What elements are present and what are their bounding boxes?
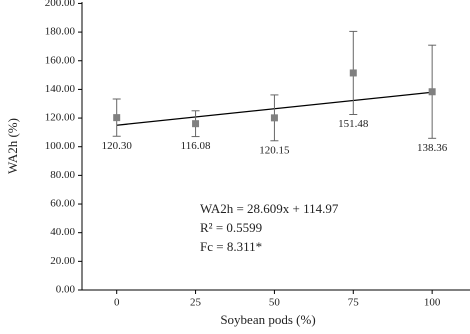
y-tick-label: 180.00 [45, 26, 76, 38]
data-label: 138.36 [417, 142, 448, 154]
x-tick-label: 50 [269, 297, 281, 309]
annotation: WA2h = 28.609x + 114.97 [200, 201, 339, 216]
y-tick-label: 140.00 [45, 83, 76, 95]
x-tick-label: 0 [114, 297, 120, 309]
point [192, 120, 200, 128]
x-axis-label: Soybean pods (%) [220, 312, 315, 327]
data-label: 116.08 [181, 140, 211, 152]
y-tick-label: 0.00 [56, 284, 76, 296]
y-axis-label: WA2h (%) [5, 118, 20, 174]
y-tick-label: 100.00 [45, 140, 76, 152]
y-tick-label: 60.00 [50, 198, 75, 210]
y-tick-label: 20.00 [50, 255, 75, 267]
y-tick-label: 40.00 [50, 226, 75, 238]
x-tick-label: 25 [190, 297, 202, 309]
data-label: 120.15 [259, 144, 290, 156]
point [113, 114, 121, 122]
y-tick-label: 160.00 [45, 54, 76, 66]
point [349, 69, 357, 77]
y-tick-label: 120.00 [45, 112, 76, 124]
x-tick-label: 75 [348, 297, 360, 309]
point [428, 88, 436, 96]
annotation: Fc = 8.311* [200, 239, 262, 254]
data-label: 120.30 [102, 140, 133, 152]
y-tick-label: 200.00 [45, 0, 76, 9]
y-tick-label: 80.00 [50, 169, 75, 181]
point [270, 114, 278, 122]
x-tick-label: 100 [424, 297, 441, 309]
data-label: 151.48 [338, 118, 369, 130]
annotation: R² = 0.5599 [200, 220, 262, 235]
